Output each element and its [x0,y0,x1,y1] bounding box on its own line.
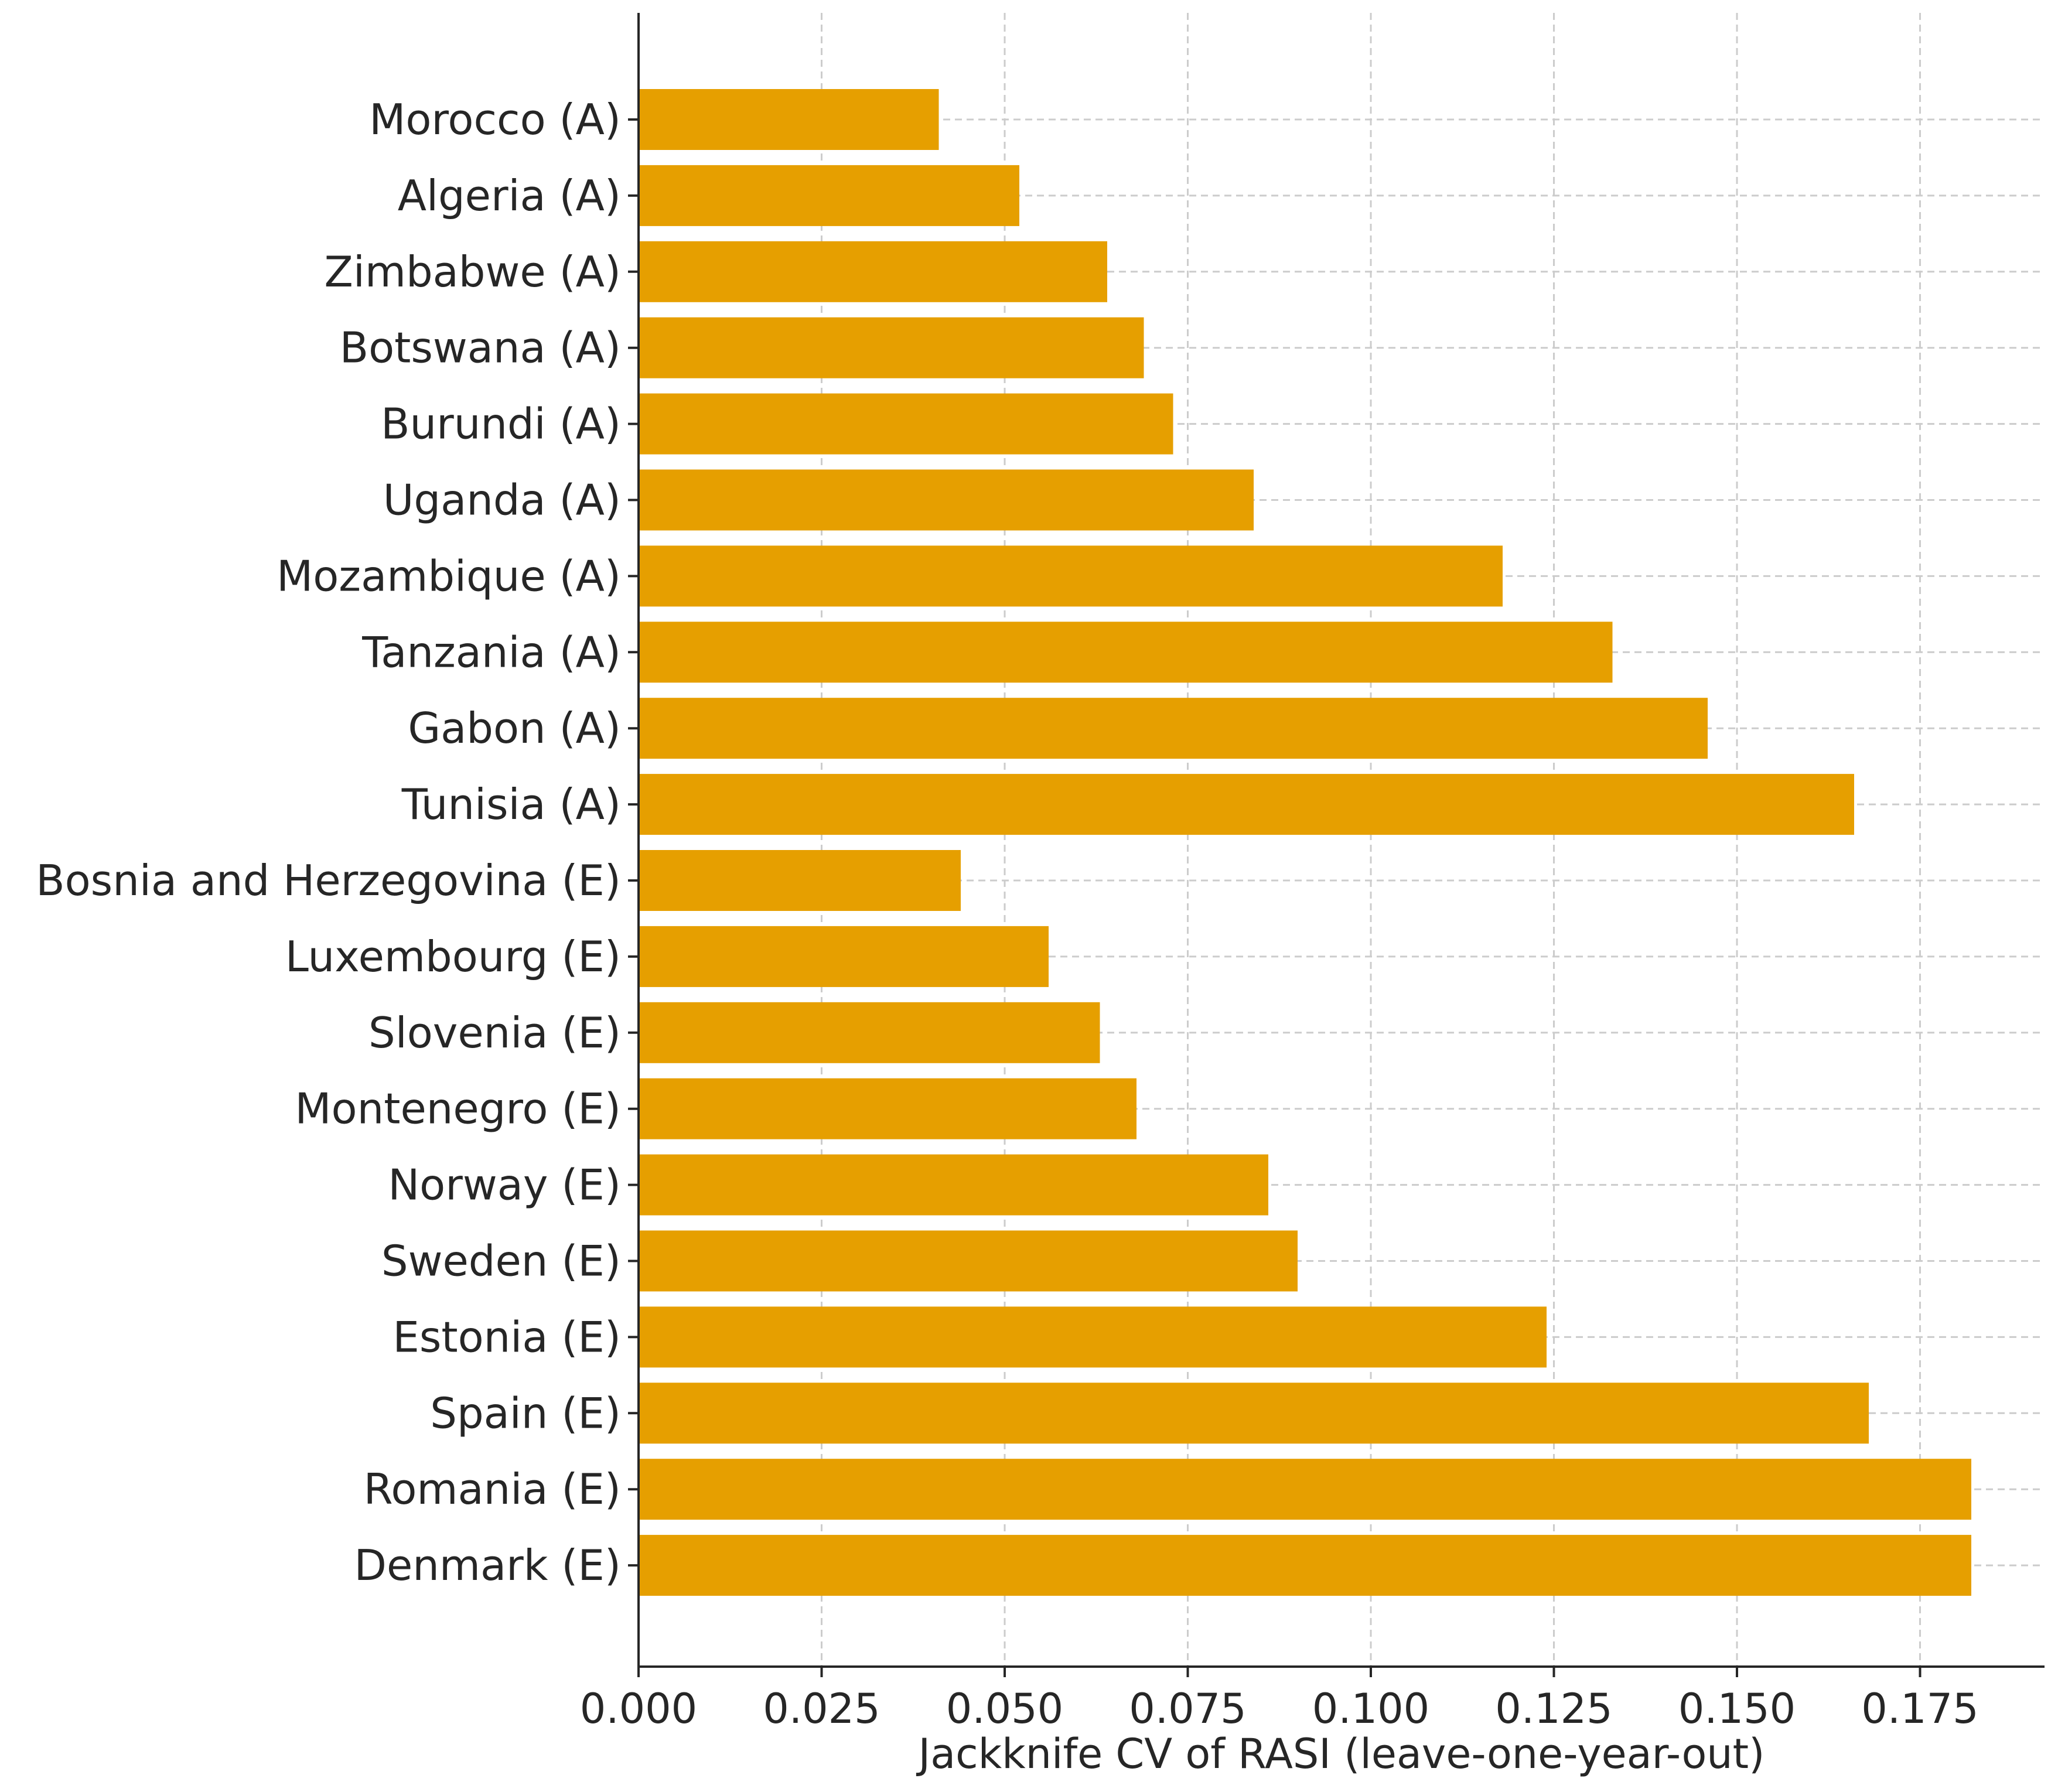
bar [639,393,1173,455]
y-tick-label: Norway (E) [388,1160,621,1210]
y-tick-label: Botswana (A) [340,323,621,373]
y-tick-label: Spain (E) [430,1388,621,1438]
bar [639,1535,1971,1596]
y-tick-label: Mozambique (A) [277,551,621,600]
bar [639,241,1107,302]
x-tick-label: 0.025 [763,1685,880,1733]
x-tick-label: 0.000 [580,1685,697,1733]
x-tick-label: 0.125 [1495,1685,1612,1733]
y-tick-label: Tunisia (A) [401,780,621,829]
y-tick-label: Romania (E) [364,1465,621,1514]
y-tick-label: Zimbabwe (A) [325,247,622,296]
bar [639,1078,1136,1139]
y-tick-label: Morocco (A) [369,95,621,144]
x-tick-label: 0.150 [1678,1685,1796,1733]
y-tick-label: Slovenia (E) [368,1008,621,1057]
bar [639,317,1144,378]
bar [639,698,1708,759]
y-tick-label: Uganda (A) [383,476,621,525]
y-tick-label: Montenegro (E) [295,1084,621,1134]
y-tick-label: Sweden (E) [381,1237,621,1286]
bar [639,1002,1100,1063]
y-tick-label: Estonia (E) [393,1312,621,1361]
x-tick-labels: 0.000 0.025 0.050 0.075 0.100 0.125 0.150 0.175 [580,1685,1979,1733]
axes-layer [628,13,2045,1677]
y-tick-label: Algeria (A) [398,171,621,220]
y-tick-label: Tanzania (A) [361,627,621,677]
bar [639,545,1503,607]
bar [639,1383,1869,1444]
y-tick-label: Bosnia and Herzegovina (E) [36,856,621,905]
bar [639,1230,1298,1292]
y-tick-labels: Morocco (A) Algeria (A) Zimbabwe (A) Botswa… [36,95,621,1590]
bar [639,89,939,150]
bar [639,774,1854,835]
x-tick-label: 0.050 [946,1685,1063,1733]
y-tick-label: Gabon (A) [408,704,621,753]
bar [639,1306,1547,1368]
x-tick-label: 0.100 [1312,1685,1429,1733]
bars-layer [639,89,1971,1596]
bar [639,850,961,911]
bar [639,1154,1268,1216]
x-axis-label: Jackknife CV of RASI (leave-one-year-out… [916,1730,1765,1778]
x-tick-label: 0.175 [1861,1685,1978,1733]
x-tick-label: 0.075 [1129,1685,1246,1733]
y-tick-label: Burundi (A) [381,400,621,449]
y-tick-label: Denmark (E) [354,1541,621,1590]
bar [639,469,1254,531]
bar [639,926,1049,987]
bar [639,622,1613,683]
y-tick-label: Luxembourg (E) [285,932,621,981]
bar [639,165,1019,226]
bar [639,1459,1971,1520]
